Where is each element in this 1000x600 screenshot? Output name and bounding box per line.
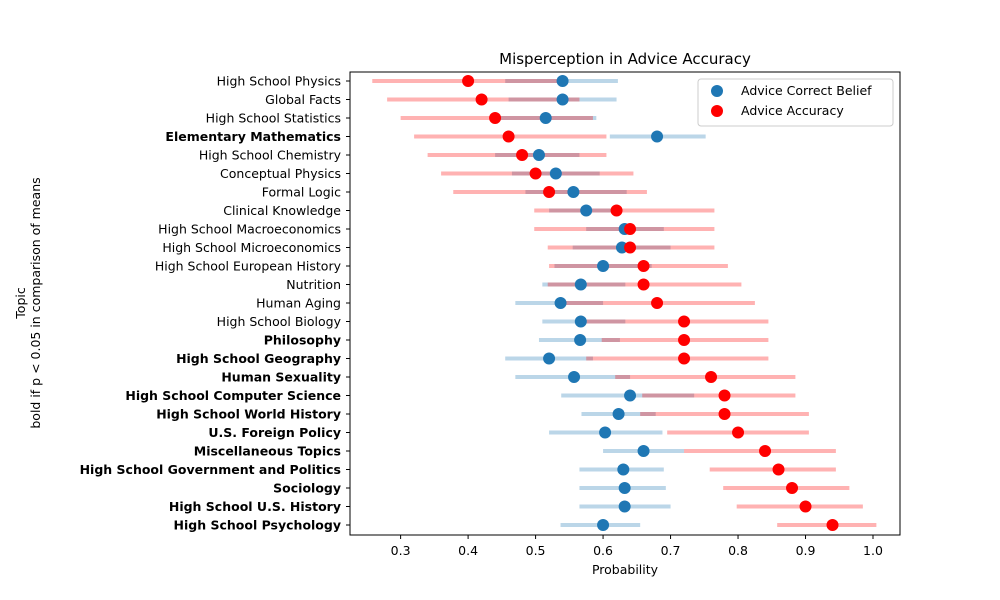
x-tick-label: 0.6: [593, 543, 613, 558]
x-tick-label: 0.7: [661, 543, 681, 558]
belief-point: [556, 75, 569, 87]
belief-point: [624, 389, 637, 402]
y-tick-label: Global Facts: [265, 92, 341, 107]
accuracy-point: [651, 297, 664, 309]
legend-label-accuracy: Advice Accuracy: [741, 103, 844, 118]
y-tick-label: High School Macroeconomics: [158, 222, 341, 237]
belief-point: [574, 278, 587, 291]
accuracy-point: [489, 112, 502, 124]
accuracy-point: [786, 482, 799, 494]
belief-point: [618, 482, 631, 494]
y-tick-label: Human Sexuality: [221, 370, 341, 385]
y-tick-label: High School U.S. History: [169, 499, 341, 514]
y-tick-label: High School Computer Science: [125, 388, 341, 403]
belief-point: [618, 500, 631, 513]
y-tick-label: High School Chemistry: [199, 148, 342, 163]
x-tick-label: 0.5: [526, 543, 546, 558]
y-tick-label: Miscellaneous Topics: [194, 444, 341, 459]
x-tick-label: 0.4: [458, 543, 478, 558]
accuracy-point: [624, 223, 637, 235]
belief-point: [637, 445, 650, 457]
legend-label-belief: Advice Correct Belief: [741, 83, 872, 98]
accuracy-point: [462, 75, 475, 87]
accuracy-point: [678, 352, 691, 365]
accuracy-point: [529, 167, 542, 180]
accuracy-point: [759, 445, 772, 457]
belief-point: [651, 130, 664, 143]
x-tick-label: 1.0: [863, 543, 883, 558]
y-tick-label: High School Biology: [217, 314, 342, 329]
belief-point: [617, 463, 630, 476]
accuracy-point: [475, 93, 488, 106]
plot-area: [372, 75, 877, 531]
y-tick-label: Clinical Knowledge: [223, 203, 341, 218]
belief-point: [549, 167, 562, 180]
x-tick-label: 0.8: [728, 543, 748, 558]
y-tick-label: Formal Logic: [262, 185, 341, 200]
belief-point: [554, 297, 567, 309]
y-tick-label: High School Physics: [217, 74, 341, 89]
y-tick-label: Sociology: [273, 481, 341, 496]
y-tick-label: Conceptual Physics: [220, 166, 341, 181]
belief-point: [612, 408, 625, 420]
legend-marker-accuracy: [711, 105, 723, 117]
accuracy-point: [705, 371, 718, 383]
belief-point: [574, 315, 587, 328]
accuracy-point: [826, 519, 839, 531]
accuracy-point: [543, 186, 556, 198]
y-axis: High School Physics Global Facts High Scho…: [80, 74, 350, 533]
y-tick-label: Philosophy: [264, 333, 341, 348]
y-tick-label: High School Government and Politics: [80, 462, 341, 477]
y-tick-label: High School Geography: [176, 351, 341, 366]
y-tick-label: High School Psychology: [174, 518, 341, 533]
belief-point: [580, 204, 593, 217]
legend: Advice Correct Belief Advice Accuracy: [697, 78, 894, 127]
accuracy-point: [678, 315, 691, 328]
belief-point: [599, 426, 612, 439]
belief-point: [543, 352, 556, 365]
y-tick-label: High School European History: [155, 259, 342, 274]
y-axis-label-line-1: Topic: [13, 287, 28, 320]
accuracy-point: [502, 130, 515, 143]
accuracy-point: [732, 426, 745, 439]
belief-point: [597, 260, 610, 272]
accuracy-point: [799, 500, 812, 513]
x-tick-label: 0.9: [796, 543, 816, 558]
x-axis: 0.3 0.4 0.5 0.6 0.7 0.8 0.9 1.0: [391, 535, 883, 558]
y-axis-label-line-2: bold if p < 0.05 in comparison of means: [28, 177, 43, 428]
x-axis-label: Probability: [592, 562, 659, 577]
y-axis-label: Topic bold if p < 0.05 in comparison of …: [13, 177, 43, 428]
belief-point: [567, 186, 580, 198]
belief-point: [532, 149, 545, 161]
y-tick-label: Nutrition: [286, 277, 341, 292]
accuracy-point: [718, 408, 731, 420]
x-tick-label: 0.3: [391, 543, 411, 558]
y-tick-label: Elementary Mathematics: [165, 129, 341, 144]
legend-box: [697, 78, 894, 127]
y-tick-label: High School Microeconomics: [162, 240, 341, 255]
belief-point: [539, 112, 552, 124]
y-tick-label: Human Aging: [256, 296, 341, 311]
y-tick-label: High School World History: [156, 407, 341, 422]
belief-point: [597, 519, 610, 531]
belief-point: [574, 334, 587, 346]
legend-marker-belief: [711, 85, 723, 97]
accuracy-point: [637, 260, 650, 272]
belief-point: [568, 371, 581, 383]
accuracy-point: [516, 149, 529, 161]
y-tick-label: High School Statistics: [206, 111, 341, 126]
accuracy-point: [624, 241, 637, 254]
chart-title: Misperception in Advice Accuracy: [499, 50, 751, 68]
y-tick-label: U.S. Foreign Policy: [208, 425, 341, 440]
accuracy-point: [718, 389, 731, 402]
accuracy-point: [678, 334, 691, 346]
accuracy-point: [610, 204, 623, 217]
accuracy-point: [772, 463, 785, 476]
belief-point: [556, 93, 569, 106]
accuracy-point: [637, 278, 650, 291]
